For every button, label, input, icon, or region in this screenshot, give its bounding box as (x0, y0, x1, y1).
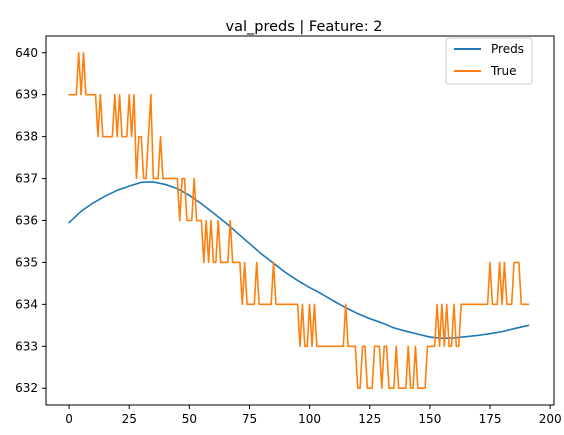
x-axis: 0 25 50 75 100 125 150 175 200 (65, 405, 562, 426)
x-tick-label: 25 (122, 412, 137, 426)
x-tick-label: 50 (182, 412, 197, 426)
y-tick-label: 635 (15, 255, 38, 269)
y-axis: 632 633 634 635 636 637 638 639 640 (15, 46, 46, 395)
legend-label-preds: Preds (491, 42, 524, 56)
y-tick-label: 640 (15, 46, 38, 60)
x-tick-label: 200 (539, 412, 562, 426)
series-line-true (68, 51, 530, 390)
y-tick-label: 638 (15, 130, 38, 144)
y-tick-label: 636 (15, 214, 38, 228)
x-tick-label: 175 (479, 412, 502, 426)
y-tick-label: 634 (15, 297, 38, 311)
series-line-preds (68, 181, 530, 340)
y-tick-label: 637 (15, 172, 38, 186)
x-tick-label: 75 (242, 412, 257, 426)
legend: Preds True (445, 37, 533, 85)
x-tick-label: 100 (298, 412, 321, 426)
plot-area: 0 25 50 75 100 125 150 175 200 63263363463563663… (15, 35, 562, 426)
y-tick-label: 633 (15, 339, 38, 353)
x-tick-label: 150 (418, 412, 441, 426)
x-tick-label: 0 (65, 412, 73, 426)
legend-label-true: True (490, 64, 517, 78)
y-tick-label: 632 (15, 381, 38, 395)
x-tick-label: 125 (358, 412, 381, 426)
y-tick-label: 639 (15, 88, 38, 102)
series-group (68, 51, 530, 390)
chart-title: val_preds | Feature: 2 (226, 19, 383, 35)
